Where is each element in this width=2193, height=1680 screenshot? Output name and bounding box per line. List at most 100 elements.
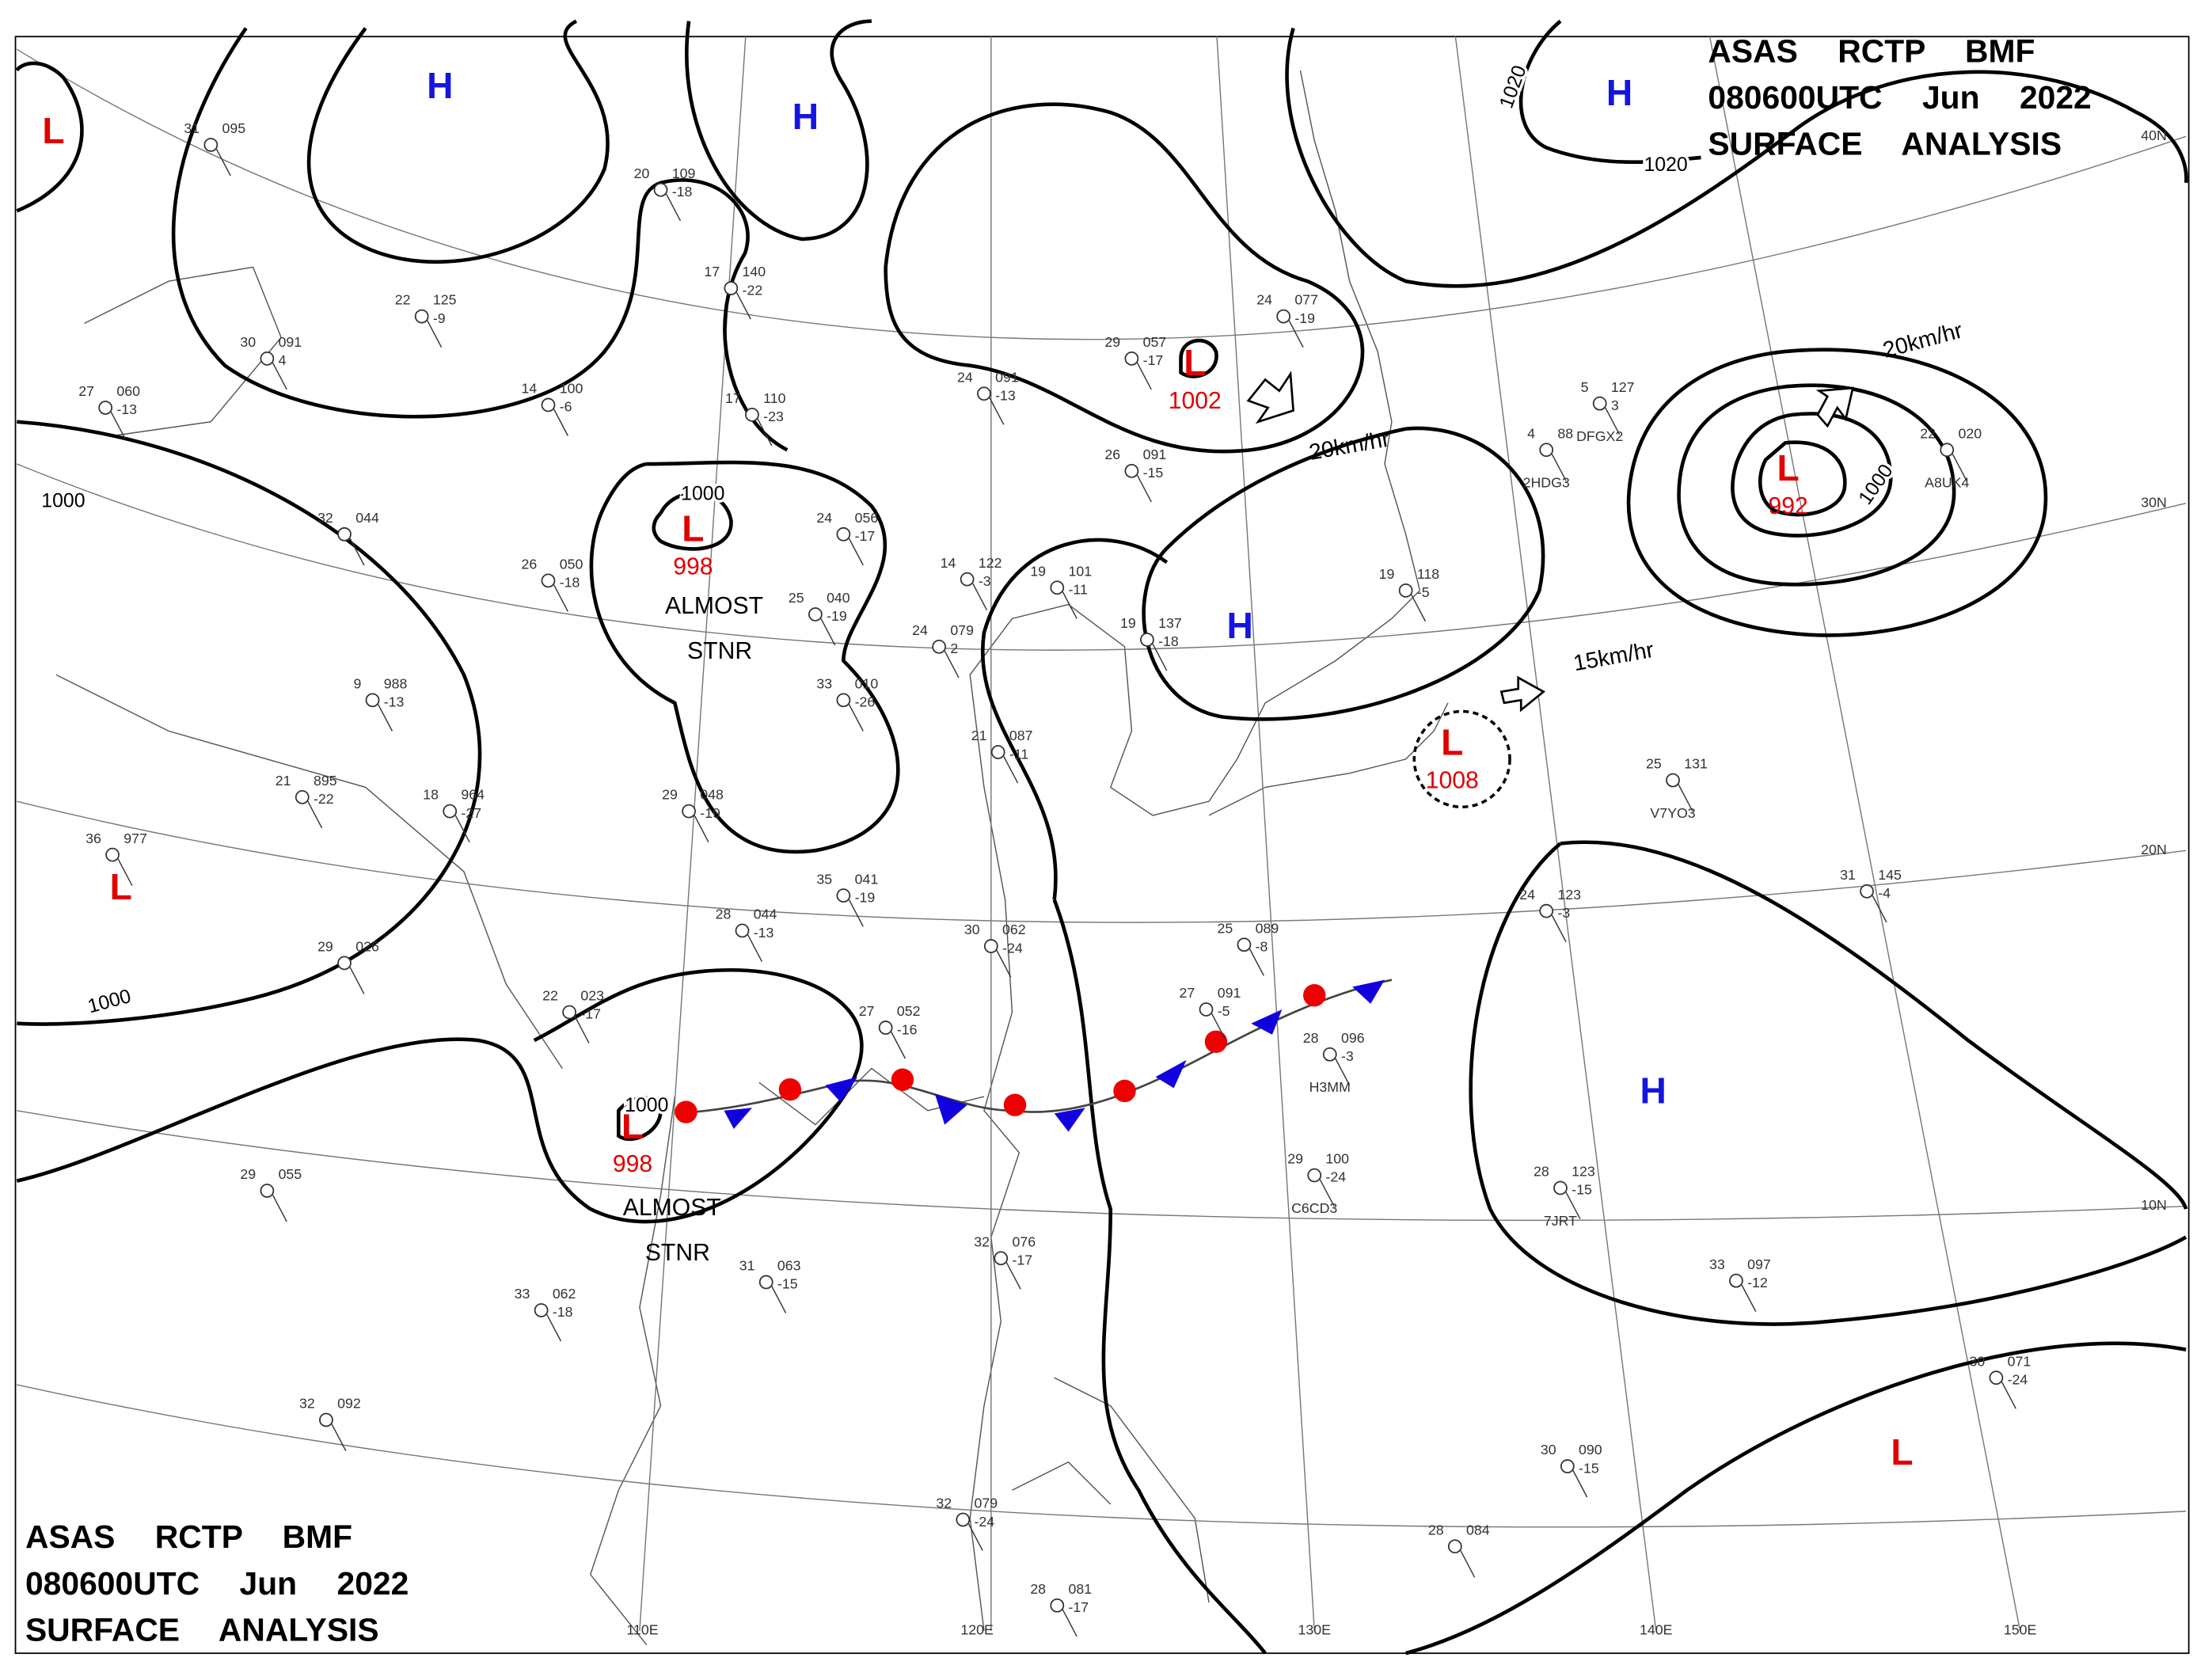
station-plot: 31 095 xyxy=(184,120,246,177)
wind-barb xyxy=(1741,1284,1757,1313)
wind-barb xyxy=(215,148,231,177)
wind-barb xyxy=(1872,895,1887,923)
coastline xyxy=(55,266,563,1069)
station-pressure: 089 xyxy=(1256,920,1279,936)
cold-front-symbol xyxy=(934,1093,967,1125)
wind-barb xyxy=(1288,320,1304,348)
wind-barb xyxy=(1335,1058,1351,1086)
station-plot: 30 062 -24 xyxy=(964,922,1026,978)
station-temperature: 30 xyxy=(1969,1353,1985,1369)
station-temperature: 14 xyxy=(941,555,956,571)
station-plot: 28 096 -3 H3MM xyxy=(1303,1030,1365,1095)
station-plot: 4 88 2HDG3 xyxy=(1523,425,1574,490)
wind-barb xyxy=(1319,1179,1335,1207)
station-plot: 29 048 -19 xyxy=(662,787,724,842)
station-pressure: 010 xyxy=(855,675,879,691)
wind-barb xyxy=(972,583,988,611)
station-temperature: 31 xyxy=(184,120,200,136)
station-tendency: -23 xyxy=(763,409,784,424)
wind-barb xyxy=(1551,454,1567,481)
isobar xyxy=(652,491,733,551)
station-pressure: 091 xyxy=(1218,985,1241,1001)
station-temperature: 19 xyxy=(1030,563,1046,579)
station-callsign: DFGX2 xyxy=(1576,428,1623,444)
station-temperature: 30 xyxy=(240,334,256,350)
wind-barb xyxy=(1152,643,1168,671)
station-temperature: 24 xyxy=(816,510,832,526)
station-circle xyxy=(1322,1047,1337,1062)
cold-front-symbol xyxy=(1251,1009,1283,1035)
station-pressure: 026 xyxy=(355,939,379,955)
station-tendency: -18 xyxy=(672,184,693,200)
wind-barb xyxy=(820,618,836,646)
wind-barb xyxy=(1952,454,1967,481)
station-plot: 32 092 xyxy=(299,1396,361,1451)
isobar xyxy=(1677,383,1956,587)
station-pressure: 101 xyxy=(1068,563,1092,579)
warm-front-symbol xyxy=(1113,1079,1136,1103)
station-pressure: 063 xyxy=(777,1258,801,1274)
station-tendency: -22 xyxy=(314,791,334,807)
pressure-center: L xyxy=(1441,721,1463,762)
cold-front-symbol xyxy=(724,1108,752,1129)
station-temperature: 21 xyxy=(971,728,987,743)
station-temperature: 33 xyxy=(816,675,832,691)
station-pressure: 041 xyxy=(855,871,879,887)
station-temperature: 29 xyxy=(240,1166,256,1182)
station-pressure: 091 xyxy=(279,334,302,350)
station-temperature: 32 xyxy=(317,510,333,526)
parallel xyxy=(17,800,2187,923)
station-tendency: -18 xyxy=(1158,633,1179,649)
station-circle xyxy=(1940,443,1955,458)
station-temperature: 36 xyxy=(86,830,101,846)
station-plot: 17 110 -23 xyxy=(725,390,786,447)
wind-barb xyxy=(1136,362,1152,390)
station-pressure: 091 xyxy=(1143,447,1167,462)
station-tendency: -19 xyxy=(1294,310,1315,326)
station-circle xyxy=(836,693,851,708)
wind-barb xyxy=(1211,1013,1226,1041)
station-temperature: 5 xyxy=(1581,379,1589,395)
wind-barb xyxy=(553,584,568,612)
central-pressure: 992 xyxy=(1768,493,1807,519)
station-circle xyxy=(105,847,120,862)
motion-arrow xyxy=(1246,371,1294,424)
wind-barb xyxy=(848,704,864,732)
pressure-center: H xyxy=(1226,605,1252,646)
station-plot: 24 079 2 xyxy=(912,622,974,678)
station-pressure: 095 xyxy=(222,120,246,136)
station-temperature: 28 xyxy=(716,907,732,922)
station-temperature: 27 xyxy=(1180,985,1195,1001)
station-pressure: 100 xyxy=(560,381,583,397)
station-pressure: 895 xyxy=(314,773,337,789)
station-tendency: -17 xyxy=(580,1006,601,1022)
station-pressure: 081 xyxy=(1068,1581,1092,1597)
station-temperature: 29 xyxy=(317,939,333,955)
wind-barb xyxy=(757,418,773,447)
station-temperature: 33 xyxy=(1709,1256,1725,1272)
wind-barb xyxy=(110,411,126,439)
central-pressure: 998 xyxy=(673,553,713,580)
stationary-note: STNR xyxy=(687,638,752,664)
longitude-label: 110E xyxy=(626,1621,658,1637)
station-tendency: 2 xyxy=(950,640,958,656)
station-pressure: 988 xyxy=(384,675,408,691)
station-plot: 29 055 xyxy=(240,1166,302,1222)
station-temperature: 24 xyxy=(957,369,973,385)
station-circle xyxy=(1860,884,1874,899)
wind-barb xyxy=(349,538,365,566)
station-circle xyxy=(1539,443,1554,458)
station-temperature: 32 xyxy=(936,1496,952,1511)
station-pressure: 062 xyxy=(553,1286,576,1302)
station-plot: 21 087 -11 xyxy=(971,728,1033,784)
station-circle xyxy=(735,923,750,938)
station-plot: 30 091 4 xyxy=(240,334,302,390)
isobars xyxy=(15,19,2188,1655)
station-plot: 14 122 -3 xyxy=(941,555,1001,611)
longitude-label: 120E xyxy=(960,1621,994,1637)
station-temperature: 33 xyxy=(515,1286,530,1302)
station-tendency: -5 xyxy=(1417,584,1430,600)
station-pressure: 076 xyxy=(1012,1233,1036,1249)
station-tendency: -19 xyxy=(827,608,847,624)
motion-arrow xyxy=(1815,386,1854,428)
